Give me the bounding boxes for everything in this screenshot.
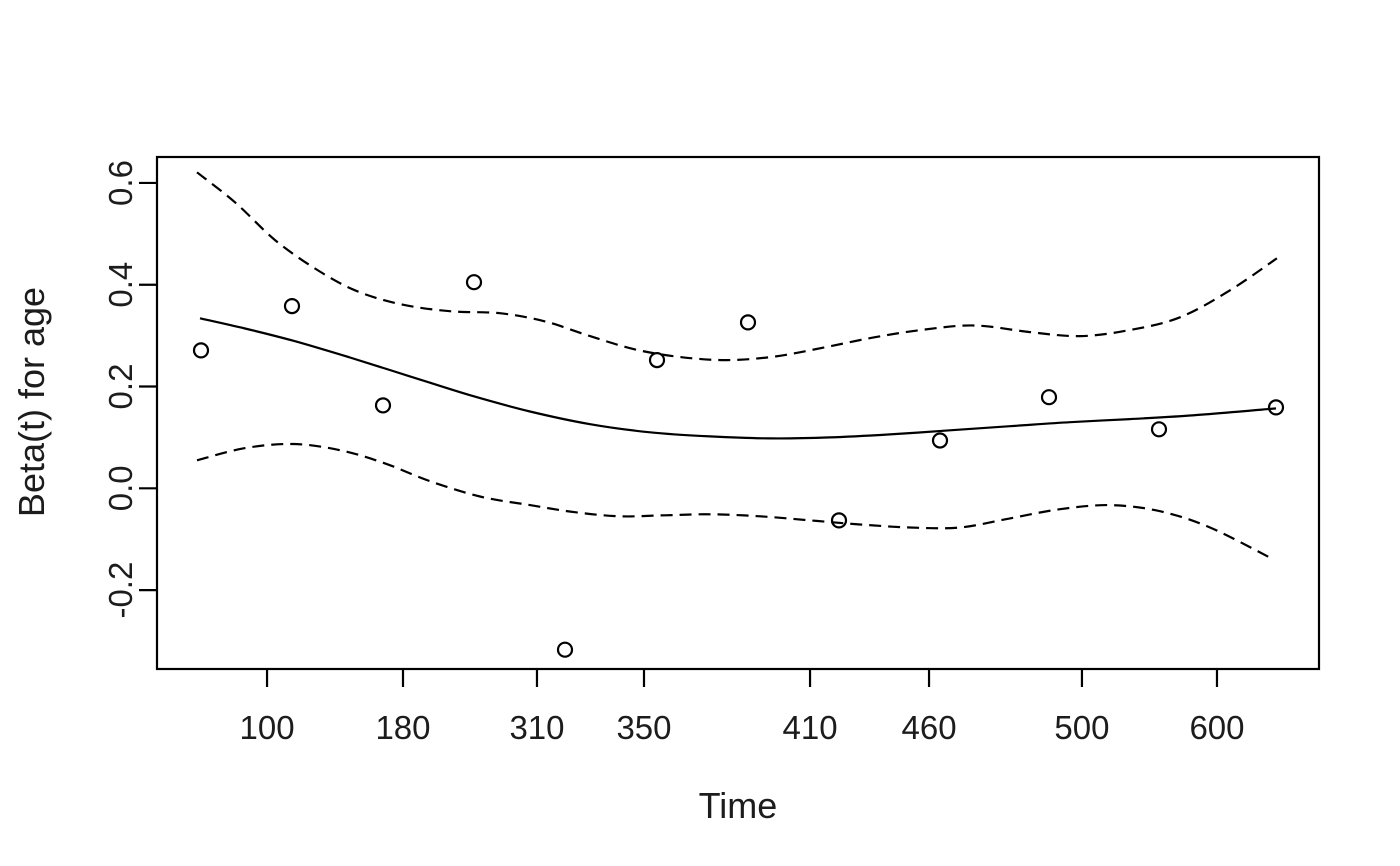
ci-upper-line <box>196 171 1278 362</box>
y-tick-label: 0.6 <box>102 160 139 206</box>
x-tick-label: 460 <box>902 709 957 746</box>
residual-point <box>931 432 949 449</box>
x-tick-label: 180 <box>375 709 430 746</box>
y-tick-label: 0.2 <box>102 364 139 410</box>
x-tick-label: 100 <box>240 709 295 746</box>
x-tick-label: 410 <box>783 709 838 746</box>
residual-point <box>739 314 757 331</box>
x-tick-label: 600 <box>1189 709 1244 746</box>
x-axis-title: Time <box>699 785 778 826</box>
y-axis-title: Beta(t) for age <box>11 287 52 517</box>
residual-point <box>1040 389 1058 406</box>
residual-point <box>465 274 483 291</box>
y-tick-label: 0.4 <box>102 262 139 308</box>
ci-lower-line <box>196 442 1273 560</box>
residual-point <box>192 342 210 359</box>
residual-point <box>1150 421 1168 438</box>
residual-point <box>374 397 392 414</box>
x-tick-label: 500 <box>1054 709 1109 746</box>
residual-point <box>556 641 574 658</box>
residual-point <box>283 298 301 315</box>
y-tick-label: 0.0 <box>102 465 139 511</box>
plot-box <box>155 155 1321 671</box>
y-tick-label: -0.2 <box>102 562 139 619</box>
smooth-estimate-line <box>199 317 1277 440</box>
x-tick-label: 350 <box>616 709 671 746</box>
x-tick-label: 310 <box>509 709 564 746</box>
residual-point <box>648 352 666 369</box>
chart-layer: 100 180 310 350 410 460 500 600 -0.2 0.0 0.2 0.4 0.6 <box>102 155 1321 746</box>
residual-point <box>830 512 848 529</box>
residual-point <box>1267 399 1285 416</box>
